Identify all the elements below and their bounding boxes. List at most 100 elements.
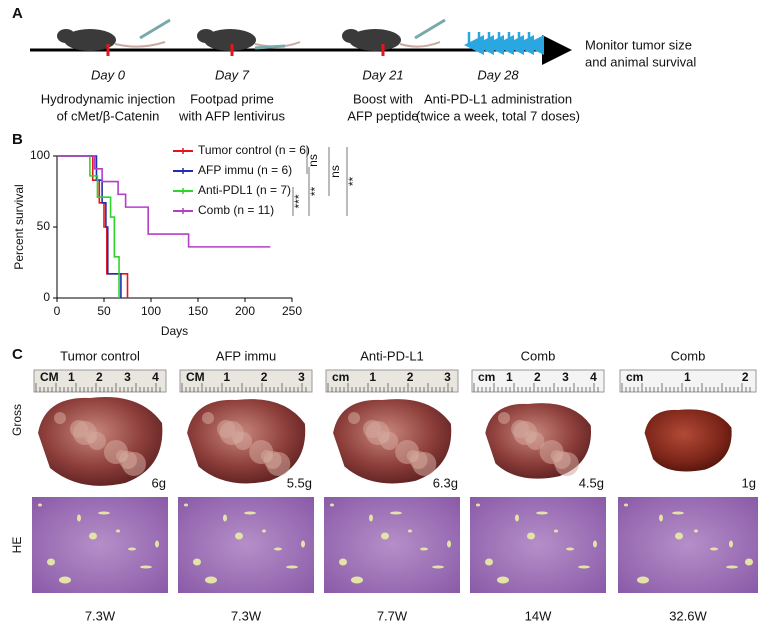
dose-arrows	[464, 32, 544, 55]
ruler-label: 3	[444, 370, 451, 384]
comparison-label: **	[346, 177, 360, 187]
ruler-label: CM	[40, 370, 59, 384]
vessel	[193, 558, 201, 566]
survival-curve	[57, 155, 122, 298]
y-tick-label: 100	[30, 148, 50, 162]
ruler-label: 2	[742, 370, 749, 384]
nodule	[498, 412, 510, 424]
vessel	[369, 514, 373, 522]
nodule	[539, 440, 564, 464]
x-tick-label: 200	[235, 304, 255, 318]
vessel	[420, 547, 428, 551]
vessel	[77, 514, 81, 522]
event-text: Boost with	[353, 91, 413, 106]
vessel	[184, 503, 188, 507]
he-image	[618, 497, 758, 593]
nodule	[511, 420, 530, 438]
vessel	[244, 511, 256, 515]
vessel	[274, 547, 282, 551]
event-text: Hydrodynamic injection	[41, 91, 175, 106]
vessel	[155, 540, 159, 548]
vessel	[116, 529, 120, 533]
nodule	[395, 440, 420, 464]
comparison-label: ns	[328, 165, 342, 178]
vessel	[659, 514, 663, 522]
vessel	[745, 558, 753, 566]
vessel	[726, 565, 738, 569]
vessel	[98, 511, 110, 515]
vessel	[515, 514, 519, 522]
vessel	[593, 540, 597, 548]
column-title: Comb	[521, 348, 556, 363]
event-text: Anti-PD-L1 administration	[424, 91, 572, 106]
comparison-label: ***	[292, 194, 306, 208]
vessel	[351, 576, 363, 584]
x-tick-label: 150	[188, 304, 208, 318]
ruler-label: 2	[534, 370, 541, 384]
nodule	[54, 412, 66, 424]
he-tissue	[178, 497, 314, 593]
time-label: 32.6W	[669, 608, 707, 623]
x-tick-label: 0	[54, 304, 61, 318]
he-tissue	[470, 497, 606, 593]
y-axis-title: Percent survival	[12, 184, 26, 269]
vessel	[59, 576, 71, 584]
comparison-label: ns	[306, 154, 320, 167]
vessel	[578, 565, 590, 569]
ruler-label: 2	[407, 370, 414, 384]
nodule	[202, 412, 214, 424]
row-label: Gross	[10, 404, 24, 436]
vessel	[47, 558, 55, 566]
nodule	[363, 420, 382, 438]
column-title: Comb	[671, 348, 706, 363]
vessel	[729, 540, 733, 548]
vessel	[205, 576, 217, 584]
vessel	[624, 503, 628, 507]
ruler-label: 1	[68, 370, 75, 384]
vessel	[140, 565, 152, 569]
time-label: 7.3W	[231, 608, 262, 623]
vessel	[128, 547, 136, 551]
survival-curve	[57, 155, 129, 298]
ruler-label: 4	[152, 370, 159, 384]
x-tick-label: 50	[97, 304, 111, 318]
weight-label: 1g	[742, 475, 756, 490]
vessel	[497, 576, 509, 584]
day-label: Day 0	[91, 67, 126, 82]
legend-label: Anti-PDL1 (n = 7)	[198, 183, 291, 197]
survival-curve	[57, 155, 271, 248]
legend-label: Tumor control (n = 6)	[198, 143, 310, 157]
event-text: (twice a week, total 7 doses)	[416, 108, 580, 123]
weight-label: 5.5g	[287, 475, 312, 490]
specimen-photo	[644, 409, 732, 472]
vessel	[301, 540, 305, 548]
vessel	[536, 511, 548, 515]
he-image	[178, 497, 314, 593]
specimen-photo	[485, 403, 592, 479]
nodule	[348, 412, 360, 424]
vessel	[330, 503, 334, 507]
column-title: Tumor control	[60, 348, 140, 363]
y-tick-label: 50	[37, 219, 51, 233]
time-label: 7.3W	[85, 608, 116, 623]
x-tick-label: 250	[282, 304, 302, 318]
x-tick-label: 100	[141, 304, 161, 318]
ruler-label: 2	[261, 370, 268, 384]
day-label: Day 21	[362, 67, 403, 82]
nodule	[104, 440, 128, 464]
ruler-label: cm	[626, 370, 643, 384]
ruler-label: 1	[369, 370, 376, 384]
ruler-label: 3	[298, 370, 305, 384]
day-label: Day 28	[477, 67, 519, 82]
vessel	[485, 558, 493, 566]
ruler-label: 1	[506, 370, 513, 384]
x-axis-title: Days	[161, 324, 188, 338]
vessel	[339, 558, 347, 566]
vessel	[286, 565, 298, 569]
event-text: AFP peptide	[347, 108, 418, 123]
weight-label: 4.5g	[579, 475, 604, 490]
he-tissue	[32, 497, 168, 593]
vessel	[381, 532, 389, 540]
specimen-photo	[187, 399, 306, 484]
ruler-label: CM	[186, 370, 205, 384]
